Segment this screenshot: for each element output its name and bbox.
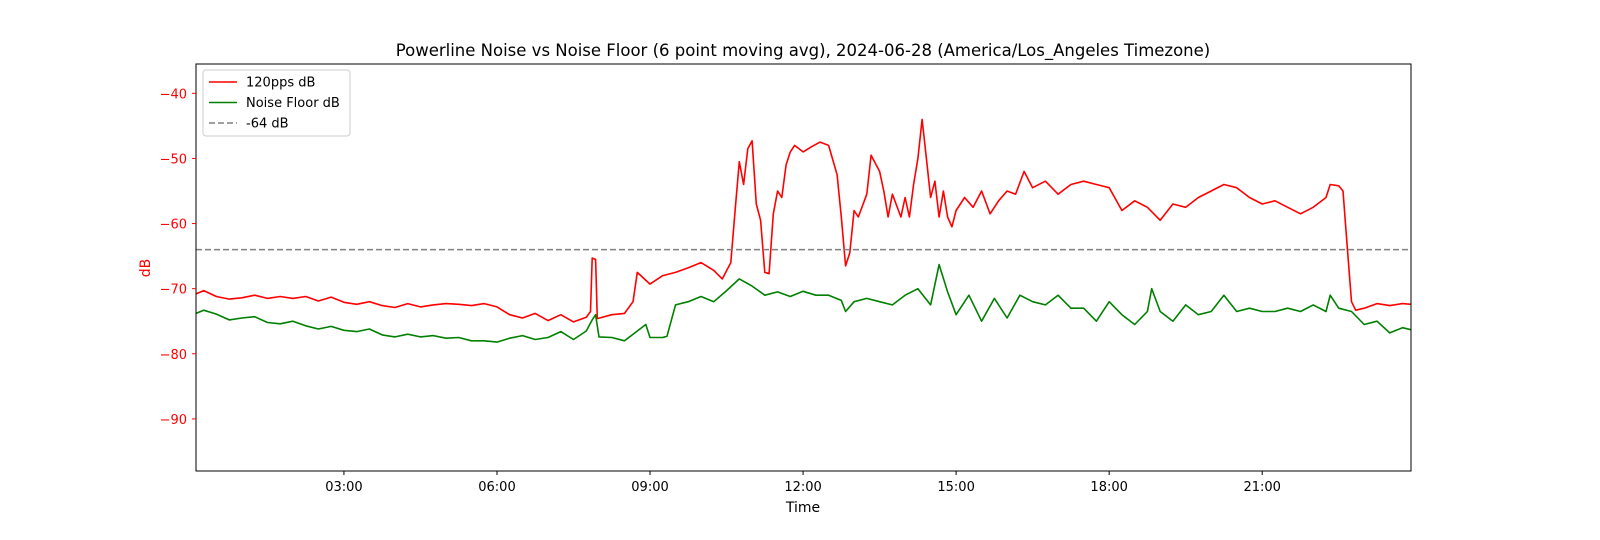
y-tick-label: −70 (160, 283, 187, 298)
x-tick-label: 03:00 (325, 480, 362, 495)
x-axis-label: Time (785, 500, 820, 516)
x-tick-label: 15:00 (937, 480, 974, 495)
legend: 120pps dB Noise Floor dB -64 dB (202, 69, 351, 137)
x-tick-label: 06:00 (478, 480, 515, 495)
axes: 03:00 06:00 09:00 12:00 15:00 18:00 21:00 −40 −5… (160, 63, 1412, 495)
plot-frame (195, 63, 1412, 472)
legend-label-2: -64 dB (246, 117, 289, 132)
x-tick-label: 18:00 (1090, 480, 1127, 495)
y-tick-label: −90 (160, 413, 187, 428)
y-tick-label: −80 (160, 348, 187, 363)
y-tick-label: −50 (160, 152, 187, 167)
series-line-0 (196, 118, 1411, 323)
x-tick-label: 12:00 (784, 480, 821, 495)
chart-title: Powerline Noise vs Noise Floor (6 point … (396, 41, 1210, 61)
x-tick-label: 09:00 (631, 480, 668, 495)
y-tick-label: −60 (160, 218, 187, 233)
series-line-1 (196, 263, 1411, 343)
legend-box (202, 69, 351, 137)
y-tick-label: −40 (160, 87, 187, 102)
plot-area (196, 118, 1411, 343)
x-tick-label: 21:00 (1243, 480, 1280, 495)
legend-label-0: 120pps dB (246, 76, 315, 91)
y-axis-label: dB (138, 259, 154, 278)
legend-label-1: Noise Floor dB (246, 96, 340, 111)
